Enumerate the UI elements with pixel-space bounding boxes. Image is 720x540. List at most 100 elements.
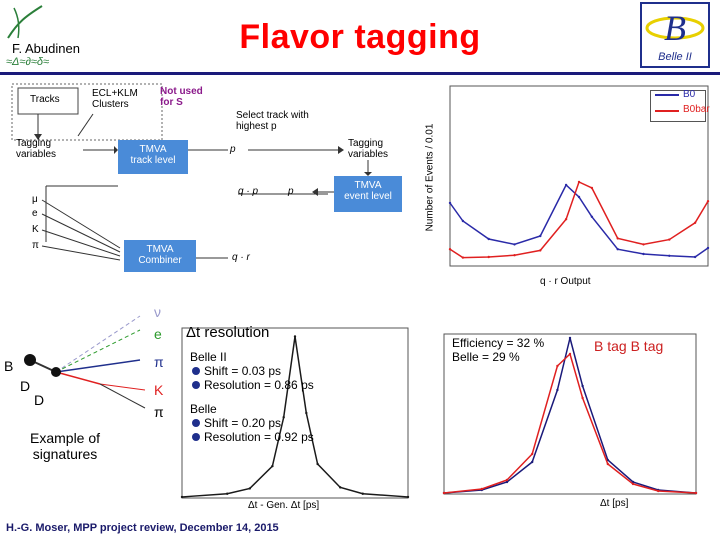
data-point bbox=[248, 487, 251, 490]
qr-xlabel: q · r Output bbox=[540, 276, 591, 287]
sig-label-d2: D bbox=[34, 392, 45, 408]
not-used-label: Not used for S bbox=[160, 86, 203, 108]
tmva-combiner: TMVA Combiner bbox=[138, 244, 182, 266]
data-point bbox=[442, 491, 446, 495]
data-point bbox=[531, 452, 534, 456]
series-line-1 bbox=[449, 180, 709, 259]
legend-swatch-b0 bbox=[655, 94, 679, 96]
data-point bbox=[406, 495, 410, 499]
belle2-logo-text: Belle II bbox=[658, 51, 692, 63]
belle2-logo-icon: B bbox=[645, 8, 705, 48]
svg-text:B: B bbox=[664, 8, 686, 48]
signature-diagram: B D D K π π e ν Example of signatures bbox=[0, 300, 170, 470]
series-line-1 bbox=[443, 352, 697, 494]
resolution-heading: Δt resolution bbox=[186, 324, 270, 341]
data-point bbox=[448, 248, 452, 251]
sig-label-d1: D bbox=[20, 378, 31, 394]
data-point bbox=[487, 237, 490, 241]
data-point bbox=[577, 180, 581, 184]
data-point bbox=[642, 243, 645, 246]
sig-label-nu: ν bbox=[154, 304, 161, 320]
legend-label-b0: B0 bbox=[683, 89, 696, 100]
data-point bbox=[616, 237, 619, 240]
data-point bbox=[706, 200, 710, 203]
data-point bbox=[590, 215, 594, 218]
data-point bbox=[590, 186, 594, 190]
p-track-label: p bbox=[230, 144, 236, 155]
data-point bbox=[631, 482, 635, 486]
bullet-icon bbox=[192, 367, 200, 375]
qr-ylabel: Number of Events / 0.01 bbox=[424, 123, 436, 232]
data-point bbox=[513, 243, 516, 246]
data-point bbox=[339, 486, 342, 489]
tmva-event-level: TMVA event level bbox=[344, 180, 392, 202]
data-point bbox=[693, 255, 697, 259]
data-point bbox=[448, 201, 452, 205]
q-r-combined-label: q · r bbox=[232, 252, 250, 263]
deltat-plot: Efficiency = 32 % Belle = 29 % Δt [ps] bbox=[420, 330, 710, 512]
belle-shift: Shift = 0.20 ps bbox=[204, 416, 282, 430]
data-point bbox=[305, 411, 308, 415]
data-point bbox=[581, 384, 584, 388]
particle-e: e bbox=[32, 208, 38, 219]
resolution-svg bbox=[180, 327, 410, 499]
belle-efficiency-label: Belle = 29 % bbox=[452, 350, 520, 364]
bullet-icon bbox=[192, 381, 200, 389]
data-point bbox=[531, 460, 534, 464]
data-point bbox=[316, 462, 319, 466]
data-point bbox=[706, 246, 710, 250]
data-point bbox=[513, 254, 516, 257]
data-point bbox=[505, 480, 509, 484]
data-point bbox=[226, 492, 229, 495]
data-point bbox=[657, 489, 660, 493]
data-point bbox=[556, 388, 559, 392]
flow-diagram-svg bbox=[11, 83, 402, 272]
particle-pi: π bbox=[32, 240, 39, 251]
data-point bbox=[461, 256, 465, 259]
data-point bbox=[668, 238, 671, 241]
data-point bbox=[505, 478, 509, 482]
data-point bbox=[606, 462, 609, 466]
data-point bbox=[564, 183, 568, 187]
belle2-label: Belle II bbox=[190, 350, 227, 364]
sig-label-pi2: π bbox=[154, 404, 164, 420]
data-point bbox=[271, 464, 274, 468]
data-point bbox=[282, 416, 285, 419]
qr-output-chart: B0 B0bar q · r Output Number of Events /… bbox=[420, 82, 712, 290]
data-point bbox=[577, 195, 581, 199]
data-point bbox=[694, 491, 698, 495]
sig-label-k: K bbox=[154, 382, 164, 398]
tracks-label: Tracks bbox=[30, 94, 60, 105]
data-point bbox=[539, 249, 542, 252]
author-handwriting: ≈Δ≈∂≈δ≈ bbox=[6, 56, 50, 68]
data-point bbox=[293, 335, 297, 338]
data-point bbox=[480, 487, 483, 491]
tmva-track-level: TMVA track level bbox=[130, 144, 176, 166]
data-point bbox=[642, 252, 645, 256]
efficiency-label: Efficiency = 32 % bbox=[452, 336, 545, 350]
particle-mu: μ bbox=[32, 194, 38, 205]
data-point bbox=[568, 336, 572, 340]
data-point bbox=[581, 396, 584, 400]
bullet-icon bbox=[192, 419, 200, 427]
data-point bbox=[180, 495, 184, 499]
qr-output-svg bbox=[448, 85, 710, 267]
bullet-icon bbox=[192, 433, 200, 441]
data-point bbox=[564, 218, 568, 221]
belle-label: Belle bbox=[190, 402, 217, 416]
sig-label-pi1: π bbox=[154, 354, 164, 370]
flow-diagram: Tracks ECL+KLM Clusters Not used for S S… bbox=[8, 82, 408, 278]
deltat-svg bbox=[442, 333, 698, 495]
belle-resolution: Resolution = 0.92 ps bbox=[204, 430, 314, 444]
signature-logo-icon bbox=[7, 5, 43, 39]
belle2-logo: B Belle II bbox=[640, 2, 710, 68]
sig-label-b: B bbox=[4, 358, 14, 374]
b-meson-vertex bbox=[24, 354, 36, 366]
data-point bbox=[487, 255, 490, 259]
data-point bbox=[616, 248, 619, 251]
data-point bbox=[361, 492, 364, 495]
slide-title: Flavor tagging bbox=[239, 18, 481, 56]
belle2-resolution: Resolution = 0.86 ps bbox=[204, 378, 314, 392]
p-cat-label: p bbox=[288, 186, 294, 197]
tagging-variables-right: Tagging variables bbox=[348, 138, 389, 160]
